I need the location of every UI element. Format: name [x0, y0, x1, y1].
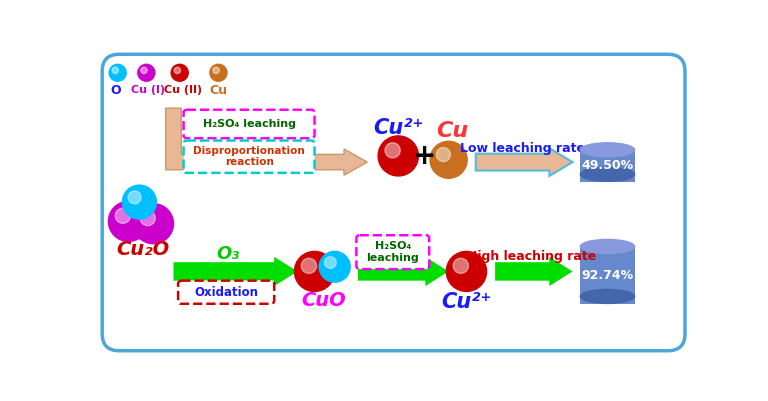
Circle shape — [430, 141, 467, 178]
Text: Cu: Cu — [210, 84, 227, 97]
Circle shape — [128, 191, 141, 204]
Circle shape — [140, 211, 155, 226]
Text: Low leaching rate: Low leaching rate — [460, 142, 584, 155]
Text: Cu²⁺: Cu²⁺ — [373, 118, 423, 138]
Text: Cu²⁺: Cu²⁺ — [442, 292, 492, 312]
Circle shape — [137, 64, 155, 81]
Ellipse shape — [580, 239, 635, 254]
Circle shape — [109, 64, 126, 81]
Polygon shape — [495, 257, 573, 286]
Text: Cu (II): Cu (II) — [164, 85, 202, 95]
Text: 92.74%: 92.74% — [581, 269, 634, 282]
Text: H₂SO₄
leaching: H₂SO₄ leaching — [366, 241, 419, 263]
Bar — [580, 247, 635, 304]
Ellipse shape — [580, 166, 635, 182]
FancyBboxPatch shape — [184, 140, 315, 173]
Circle shape — [294, 251, 335, 292]
Circle shape — [385, 143, 400, 158]
Circle shape — [108, 201, 149, 241]
Text: O: O — [111, 84, 121, 97]
Circle shape — [112, 67, 118, 74]
FancyBboxPatch shape — [178, 281, 274, 304]
Text: H₂SO₄ leaching: H₂SO₄ leaching — [203, 119, 296, 129]
Ellipse shape — [580, 289, 635, 304]
Text: Cu: Cu — [436, 121, 468, 140]
FancyBboxPatch shape — [102, 54, 685, 351]
Circle shape — [141, 67, 147, 74]
Text: Cu₂O: Cu₂O — [116, 240, 169, 259]
Ellipse shape — [580, 142, 635, 158]
Circle shape — [122, 185, 157, 219]
Circle shape — [453, 258, 468, 273]
Text: High leaching rate: High leaching rate — [467, 249, 596, 263]
Bar — [580, 150, 635, 182]
FancyBboxPatch shape — [184, 110, 315, 138]
Text: 49.50%: 49.50% — [581, 160, 634, 172]
Circle shape — [133, 204, 174, 244]
Polygon shape — [166, 108, 367, 175]
Circle shape — [171, 64, 188, 81]
Text: +: + — [413, 142, 436, 170]
Circle shape — [324, 257, 336, 268]
Circle shape — [213, 67, 220, 74]
Circle shape — [319, 251, 350, 282]
Circle shape — [115, 208, 131, 223]
FancyBboxPatch shape — [356, 235, 429, 269]
Polygon shape — [174, 257, 297, 286]
Text: Disproportionation
reaction: Disproportionation reaction — [194, 146, 305, 168]
Text: Oxidation: Oxidation — [194, 286, 258, 299]
Text: Cu (I): Cu (I) — [131, 85, 165, 95]
Circle shape — [436, 148, 451, 162]
Circle shape — [174, 67, 180, 74]
Text: CuO: CuO — [302, 291, 346, 310]
Circle shape — [210, 64, 227, 81]
Text: O₃: O₃ — [216, 245, 240, 263]
Circle shape — [446, 251, 487, 292]
Circle shape — [378, 136, 419, 176]
Polygon shape — [358, 257, 449, 286]
Circle shape — [301, 258, 316, 273]
Polygon shape — [475, 148, 573, 176]
